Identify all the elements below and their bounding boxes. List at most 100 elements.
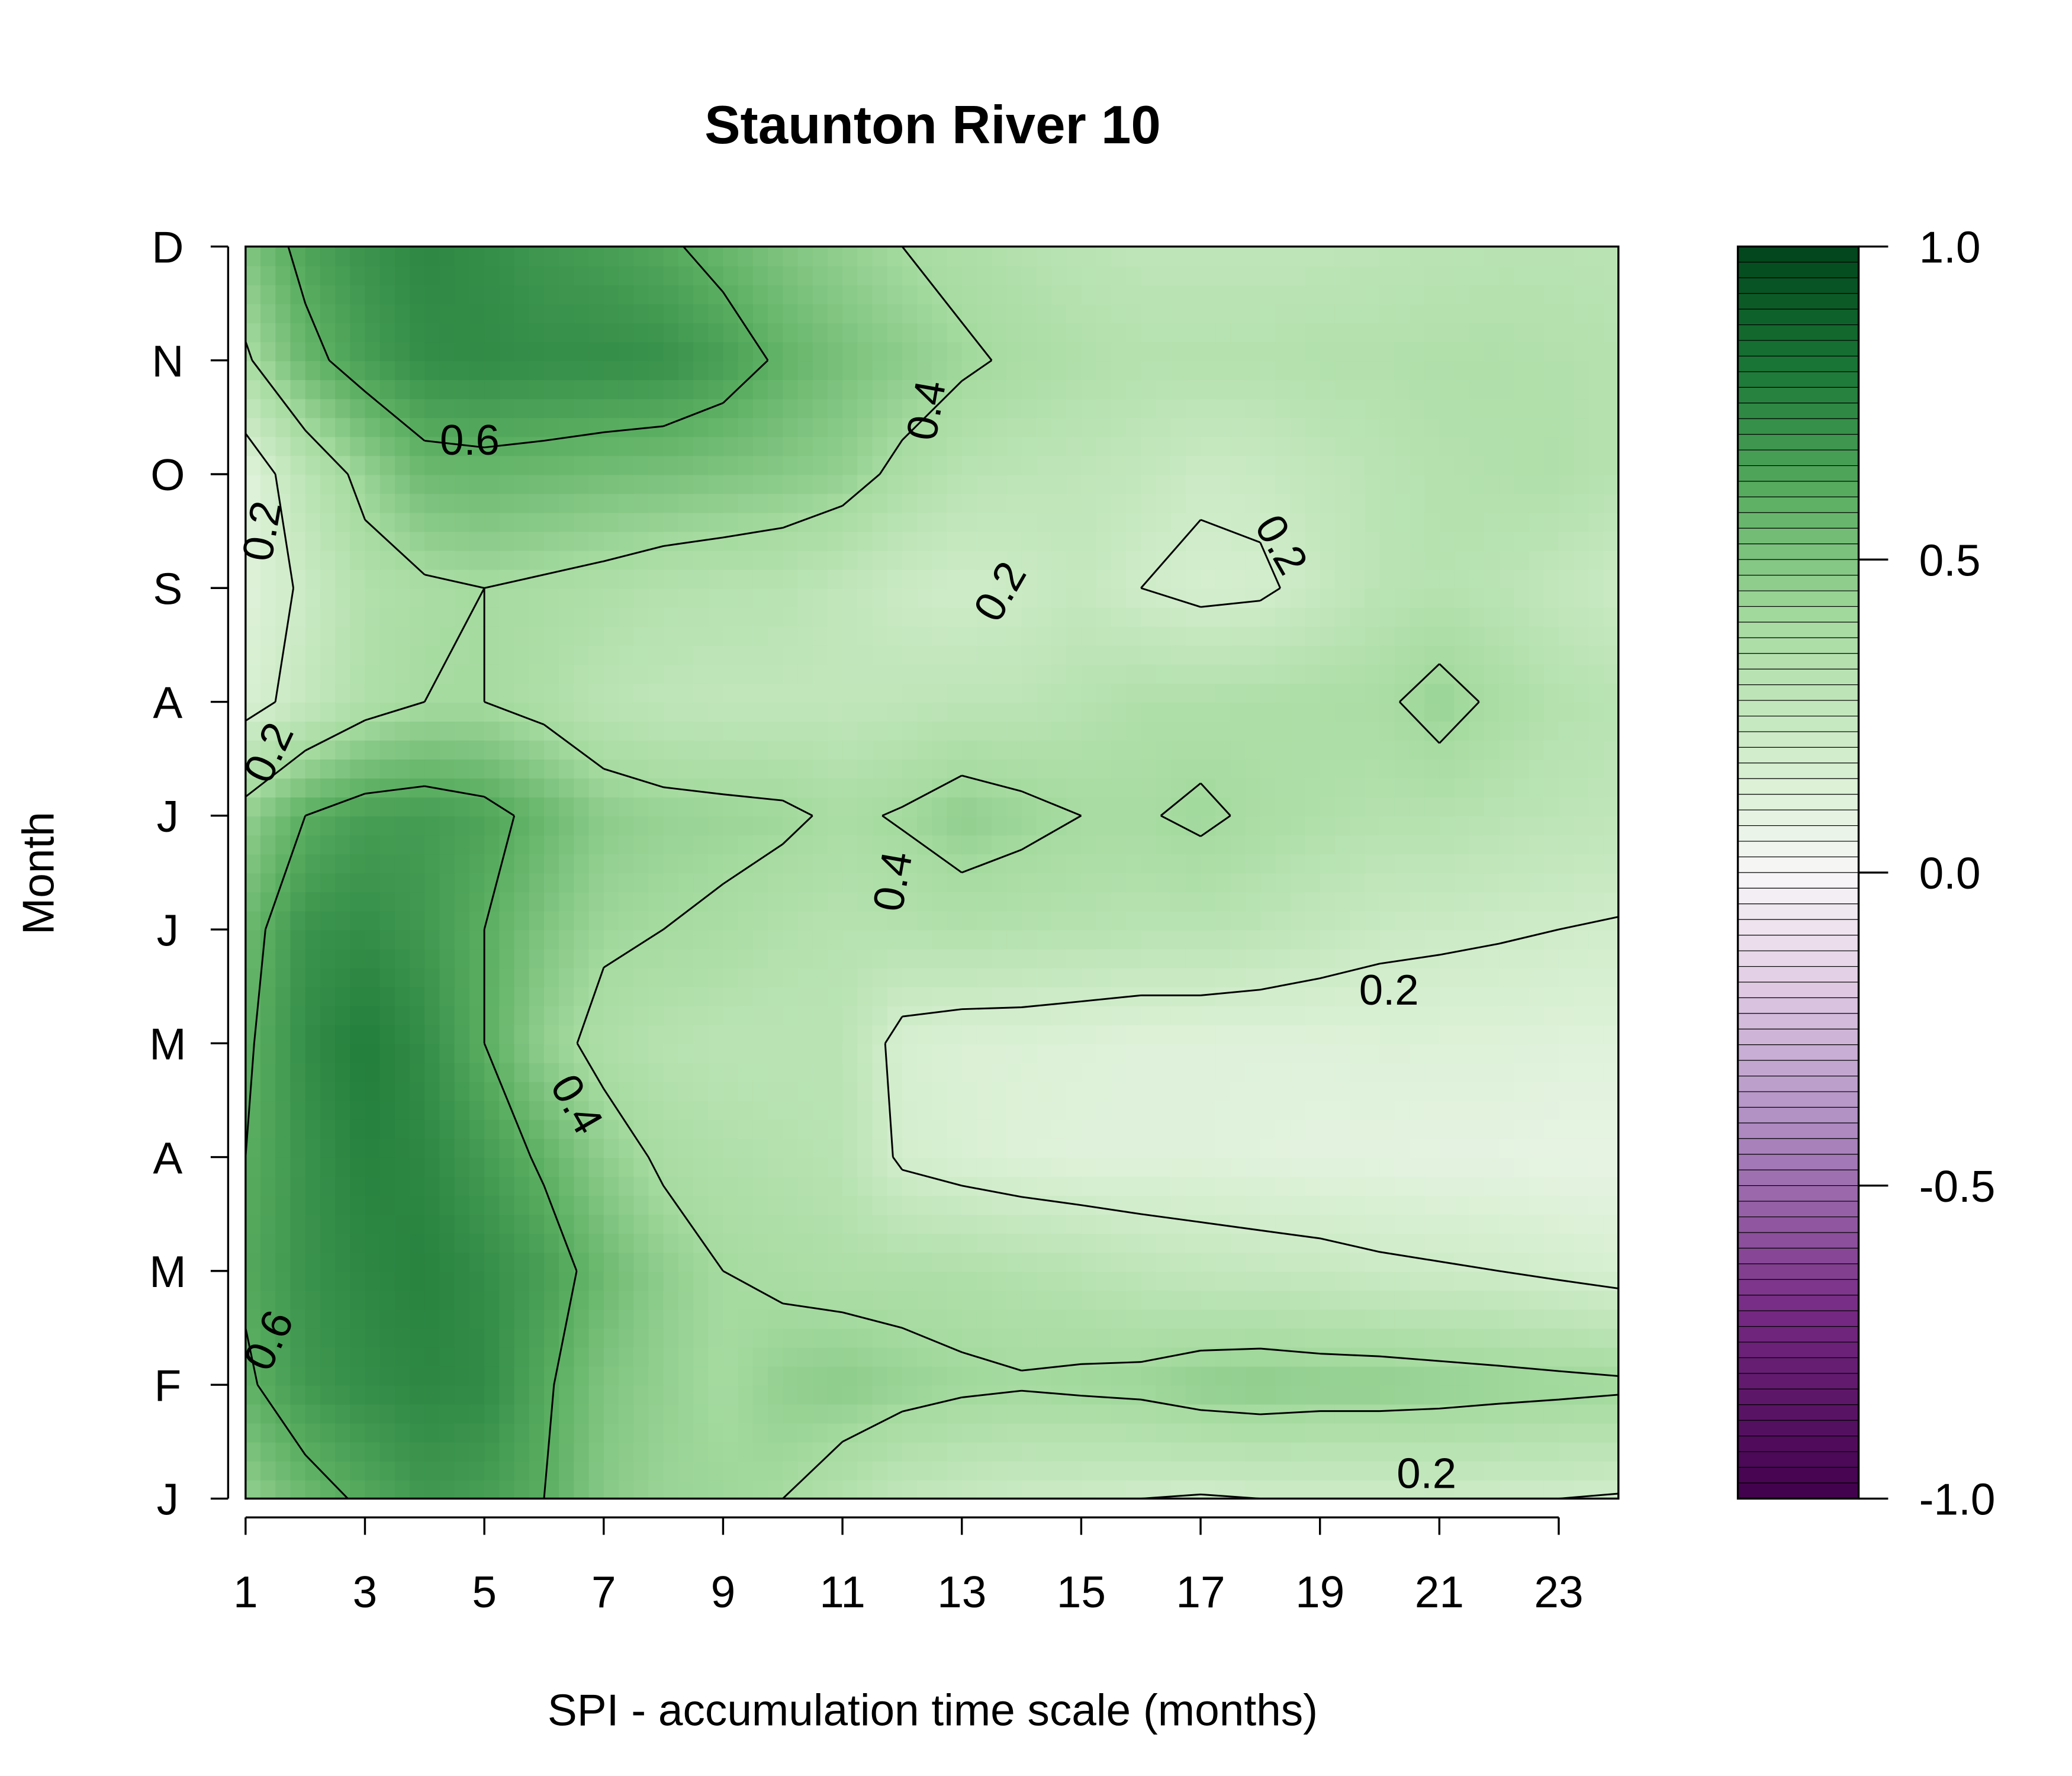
heat-cell	[529, 891, 545, 912]
heat-cell	[350, 967, 366, 987]
heat-cell	[797, 607, 814, 627]
heat-cell	[663, 1479, 680, 1500]
heat-cell	[618, 1138, 635, 1158]
heat-cell	[1096, 967, 1112, 987]
heat-cell	[1215, 777, 1231, 798]
heat-cell	[1334, 493, 1351, 513]
heat-cell	[723, 1442, 739, 1462]
heat-cell	[917, 1308, 933, 1329]
heat-cell	[1514, 1347, 1530, 1367]
heat-cell	[648, 664, 664, 684]
heat-cell	[976, 1233, 993, 1253]
heat-cell	[1290, 720, 1306, 741]
heat-cell	[678, 1347, 694, 1367]
heat-cell	[842, 1328, 858, 1348]
heat-cell	[1574, 569, 1590, 589]
heat-cell	[424, 1062, 440, 1082]
heat-cell	[947, 834, 963, 855]
heat-cell	[618, 474, 635, 494]
heat-cell	[603, 967, 620, 987]
heat-cell	[768, 683, 784, 703]
heat-cell	[827, 1347, 844, 1367]
heat-cell	[290, 1157, 307, 1177]
heat-cell	[1543, 777, 1560, 798]
heat-cell	[887, 872, 903, 893]
heat-cell	[1021, 1081, 1038, 1101]
heat-cell	[1365, 1081, 1381, 1101]
heat-cell	[1439, 1233, 1455, 1253]
heat-cell	[1111, 720, 1127, 741]
heat-cell	[245, 739, 262, 760]
heat-cell	[1529, 967, 1545, 987]
heat-cell	[603, 834, 620, 855]
heat-cell	[663, 758, 680, 779]
heat-cell	[648, 758, 664, 779]
heat-cell	[812, 815, 829, 836]
heat-cell	[454, 607, 471, 627]
heat-cell	[379, 815, 396, 836]
heat-cell	[1230, 1043, 1247, 1063]
heat-cell	[992, 796, 1008, 817]
heat-cell	[529, 1347, 545, 1367]
heat-cell	[1543, 664, 1560, 684]
heat-cell	[275, 872, 291, 893]
heat-cell	[245, 1460, 262, 1481]
heat-cell	[917, 607, 933, 627]
heat-cell	[1230, 777, 1247, 798]
heat-cell	[1125, 948, 1142, 969]
heat-cell	[932, 493, 948, 513]
heat-cell	[1469, 1423, 1485, 1443]
heat-cell	[857, 720, 873, 741]
heat-cell	[424, 645, 440, 665]
heat-cell	[1529, 910, 1545, 931]
heat-cell	[514, 758, 530, 779]
heat-cell	[588, 1195, 605, 1215]
heat-cell	[678, 569, 694, 589]
heat-cell	[454, 834, 471, 855]
heat-cell	[394, 815, 411, 836]
heat-cell	[1603, 607, 1620, 627]
heat-cell	[365, 550, 381, 570]
heat-cell	[574, 758, 590, 779]
heat-cell	[1215, 1233, 1231, 1253]
heat-cell	[1469, 853, 1485, 874]
heat-cell	[543, 1479, 560, 1500]
heat-cell	[410, 948, 426, 969]
heat-cell	[1305, 1289, 1321, 1310]
heat-cell	[484, 1308, 500, 1329]
heat-cell	[783, 986, 799, 1006]
heat-cell	[1305, 512, 1321, 532]
heat-cell	[454, 1214, 471, 1234]
heat-cell	[1006, 1062, 1022, 1082]
heat-cell	[484, 531, 500, 551]
heat-cell	[693, 607, 709, 627]
heat-cell	[618, 872, 635, 893]
heat-cell	[827, 531, 844, 551]
heat-cell	[842, 645, 858, 665]
heat-cell	[663, 1138, 680, 1158]
heat-cell	[812, 626, 829, 646]
heat-cell	[469, 1176, 485, 1196]
heat-cell	[618, 1195, 635, 1215]
heat-cell	[1051, 1119, 1067, 1139]
heat-cell	[1543, 720, 1560, 741]
heat-cell	[1051, 1423, 1067, 1443]
heat-cell	[260, 1366, 276, 1386]
heat-cell	[514, 1062, 530, 1082]
heat-cell	[633, 474, 649, 494]
heat-cell	[917, 1347, 933, 1367]
heat-cell	[424, 1119, 440, 1139]
heat-cell	[708, 986, 724, 1006]
heat-cell	[260, 1442, 276, 1462]
heat-cell	[917, 1024, 933, 1044]
heat-cell	[1260, 967, 1276, 987]
heat-cell	[529, 796, 545, 817]
heat-cell	[1320, 1385, 1336, 1405]
heat-cell	[1170, 569, 1187, 589]
heat-cell	[603, 1119, 620, 1139]
heat-cell	[1484, 1404, 1500, 1424]
heat-cell	[1588, 1024, 1604, 1044]
heat-cell	[290, 777, 307, 798]
heat-cell	[797, 1347, 814, 1367]
heat-cell	[723, 1195, 739, 1215]
